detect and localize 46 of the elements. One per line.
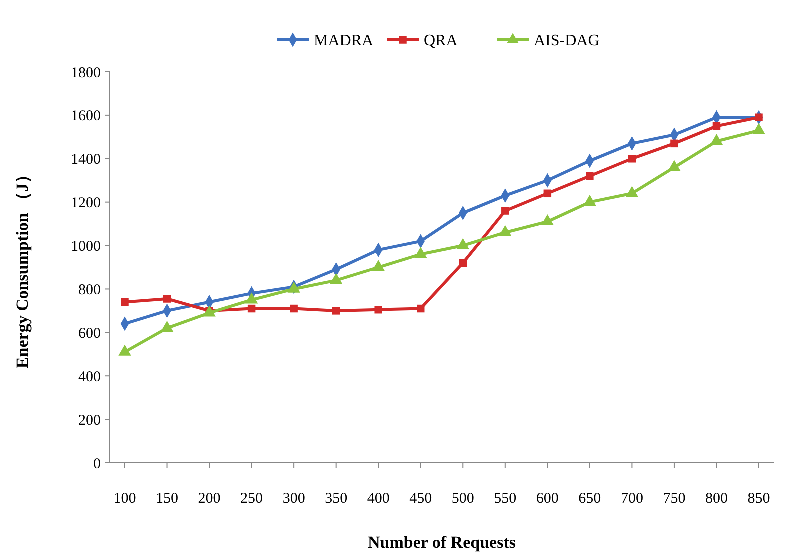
- point: [332, 307, 340, 315]
- point: [163, 295, 172, 303]
- point: [290, 304, 298, 313]
- point: [755, 114, 763, 122]
- y-tick-label: 1000: [71, 239, 101, 256]
- x-tick-label: 550: [494, 491, 517, 507]
- point: [459, 259, 468, 268]
- x-tick-label: 800: [705, 491, 728, 507]
- y-tick-label: 1400: [71, 152, 101, 168]
- y-tick-label: 1600: [71, 108, 101, 125]
- x-tick-label: 600: [536, 491, 559, 507]
- x-tick-label: 650: [578, 491, 602, 507]
- point: [121, 298, 129, 306]
- x-tick-label: 150: [156, 491, 179, 507]
- y-tick-label: 400: [78, 369, 101, 386]
- x-tick-label: 500: [452, 491, 474, 507]
- y-tick-label: 200: [78, 412, 101, 429]
- point: [670, 140, 678, 148]
- x-tick-label: 400: [367, 491, 390, 507]
- legend-label: MADRA: [314, 32, 374, 50]
- x-tick-label: 700: [620, 491, 644, 507]
- y-tick-label: 1200: [71, 196, 101, 212]
- y-tick-label: 600: [78, 326, 101, 342]
- point: [416, 304, 425, 313]
- x-axis-title: Number of Requests: [368, 533, 516, 552]
- x-tick-label: 200: [198, 491, 221, 507]
- legend-label: AIS-DAG: [534, 32, 600, 50]
- point: [712, 122, 721, 130]
- x-tick-label: 300: [282, 491, 306, 507]
- point: [502, 207, 510, 215]
- y-axis-title: Energy Consumption （J）: [13, 166, 32, 369]
- x-tick-label: 100: [114, 491, 136, 507]
- point: [586, 172, 594, 180]
- legend-label: QRA: [424, 32, 458, 50]
- y-tick-label: 1800: [71, 65, 101, 82]
- point: [374, 306, 382, 314]
- point: [544, 190, 552, 198]
- point: [628, 155, 636, 163]
- x-tick-label: 450: [410, 491, 432, 507]
- x-tick-label: 850: [748, 491, 770, 507]
- y-tick-label: 800: [78, 282, 101, 298]
- x-tick-label: 250: [240, 491, 264, 507]
- x-tick-label: 750: [663, 491, 686, 507]
- point: [248, 304, 256, 313]
- x-tick-label: 350: [325, 491, 348, 507]
- y-tick-label: 0: [94, 456, 101, 472]
